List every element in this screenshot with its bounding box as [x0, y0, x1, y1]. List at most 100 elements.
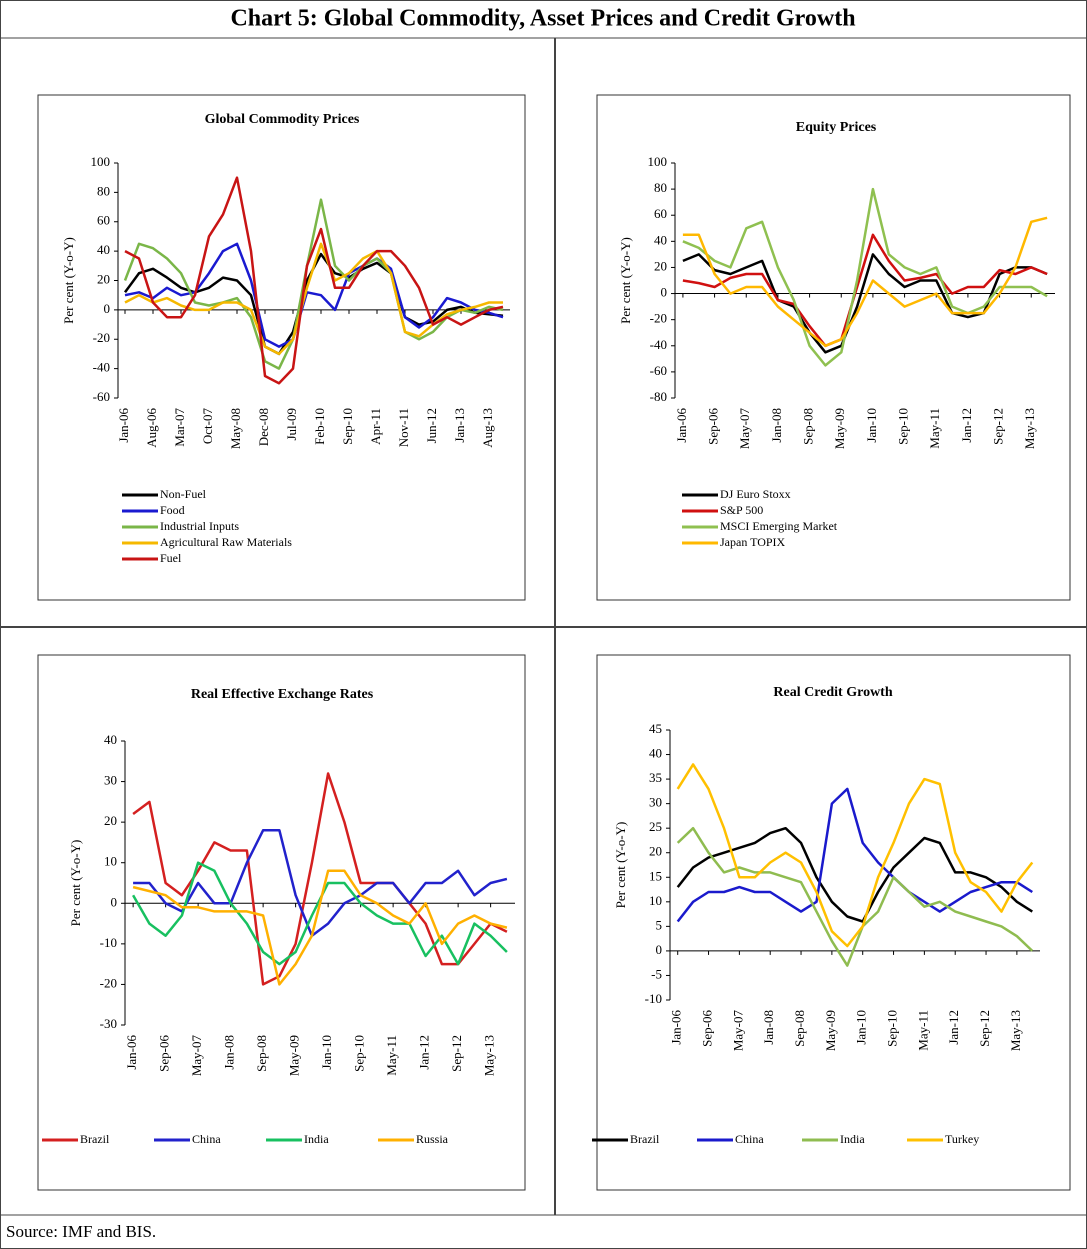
legend-label: Brazil [80, 1132, 110, 1146]
chart-title: Real Effective Exchange Rates [191, 687, 374, 702]
x-tick-label: Sep-06 [157, 1035, 172, 1072]
chart-title: Equity Prices [796, 120, 877, 135]
x-tick-label: Jan-06 [116, 408, 131, 443]
series-line [682, 187, 1048, 367]
x-tick-label: Jan-12 [417, 1035, 432, 1070]
x-tick-label: Mar-07 [172, 408, 187, 447]
series-line [682, 233, 1048, 348]
y-tick-label: 20 [654, 258, 667, 273]
x-tick-label: Sep-10 [340, 408, 355, 445]
series-line [132, 861, 508, 966]
x-tick-label: Jan-10 [854, 1010, 869, 1045]
series-line [676, 787, 1033, 923]
x-tick-label: Sep-08 [254, 1035, 269, 1072]
y-tick-label: 10 [649, 893, 662, 908]
x-tick-label: May-08 [228, 408, 243, 449]
x-tick-label: Sep-06 [706, 408, 721, 445]
legend-label: India [304, 1132, 329, 1146]
y-tick-label: 15 [649, 868, 662, 883]
x-tick-label: May-13 [1008, 1010, 1023, 1051]
x-tick-label: Jan-08 [222, 1035, 237, 1070]
y-tick-label: -30 [100, 1016, 117, 1031]
legend-label: S&P 500 [720, 503, 763, 517]
series-line [132, 869, 508, 986]
series-line [124, 242, 504, 348]
y-tick-label: -20 [100, 975, 117, 990]
figure-title: Chart 5: Global Commodity, Asset Prices … [230, 6, 855, 32]
chart-title: Global Commodity Prices [205, 112, 360, 127]
x-tick-label: Sep-06 [700, 1010, 715, 1047]
y-tick-label: -10 [645, 991, 662, 1006]
y-tick-label: -40 [650, 337, 667, 352]
y-tick-label: 80 [97, 183, 110, 198]
x-tick-label: Jan-13 [452, 408, 467, 443]
x-tick-label: Sep-10 [896, 408, 911, 445]
chart-frame [37, 94, 526, 601]
legend-label: Fuel [160, 551, 182, 565]
x-tick-label: Sep-12 [449, 1035, 464, 1072]
x-tick-label: May-11 [915, 1010, 930, 1051]
y-axis-label: Per cent (Y-o-Y) [61, 237, 76, 324]
y-tick-label: 20 [104, 813, 117, 828]
y-tick-label: -20 [650, 311, 667, 326]
x-tick-label: May-13 [482, 1035, 497, 1076]
legend-label: Industrial Inputs [160, 519, 239, 533]
x-tick-label: May-11 [927, 408, 942, 449]
x-tick-label: Oct-07 [200, 408, 215, 445]
x-tick-label: Jan-06 [674, 408, 689, 443]
legend-label: India [840, 1132, 865, 1146]
x-tick-label: Nov-11 [396, 408, 411, 447]
y-tick-label: 60 [97, 213, 110, 228]
y-tick-label: 100 [91, 154, 111, 169]
y-tick-label: 20 [97, 271, 110, 286]
series-line [123, 198, 504, 370]
series-line [676, 826, 1033, 923]
series-line [124, 176, 504, 385]
x-tick-label: Jun-12 [424, 408, 439, 443]
x-tick-label: May-09 [823, 1010, 838, 1051]
legend-label: Brazil [630, 1132, 660, 1146]
x-tick-label: Feb-10 [312, 408, 327, 445]
x-tick-label: Jan-06 [669, 1010, 684, 1045]
x-tick-label: Jan-10 [864, 408, 879, 443]
legend-label: MSCI Emerging Market [720, 519, 838, 533]
y-axis-label: Per cent (Y-o-Y) [618, 237, 633, 324]
y-tick-label: -10 [100, 935, 117, 950]
legend-label: China [192, 1132, 221, 1146]
y-tick-label: 45 [649, 721, 662, 736]
y-axis-label: Per cent (Y-o-Y) [68, 840, 83, 927]
y-axis-label: Per cent (Y-o-Y) [613, 822, 628, 909]
legend-label: Russia [416, 1132, 449, 1146]
x-tick-label: Sep-08 [792, 1010, 807, 1047]
x-tick-label: Sep-08 [801, 408, 816, 445]
y-tick-label: 25 [649, 819, 662, 834]
x-tick-label: May-13 [1022, 408, 1037, 449]
x-tick-label: Aug-13 [480, 408, 495, 448]
series-line [682, 253, 1048, 354]
x-tick-label: Jan-12 [959, 408, 974, 443]
x-tick-label: Jul-09 [284, 408, 299, 441]
y-tick-label: 40 [104, 732, 117, 747]
y-tick-label: 20 [649, 844, 662, 859]
x-tick-label: Dec-08 [256, 408, 271, 446]
legend-label: DJ Euro Stoxx [720, 487, 791, 501]
y-tick-label: 5 [656, 917, 663, 932]
y-tick-label: 40 [654, 232, 667, 247]
chart-frame [596, 94, 1071, 601]
y-tick-label: -60 [93, 389, 110, 404]
legend-label: Agricultural Raw Materials [160, 535, 292, 549]
x-tick-label: May-07 [730, 1010, 745, 1052]
y-tick-label: -5 [651, 966, 662, 981]
chart-title: Real Credit Growth [773, 685, 892, 700]
chart-frame [596, 654, 1071, 1191]
y-tick-label: 30 [649, 795, 662, 810]
x-tick-label: Sep-10 [352, 1035, 367, 1072]
series-line [682, 216, 1048, 348]
x-tick-label: May-09 [832, 408, 847, 449]
y-tick-label: -20 [93, 330, 110, 345]
y-tick-label: 0 [104, 301, 111, 316]
x-tick-label: May-11 [384, 1035, 399, 1076]
y-tick-label: 0 [656, 942, 663, 957]
